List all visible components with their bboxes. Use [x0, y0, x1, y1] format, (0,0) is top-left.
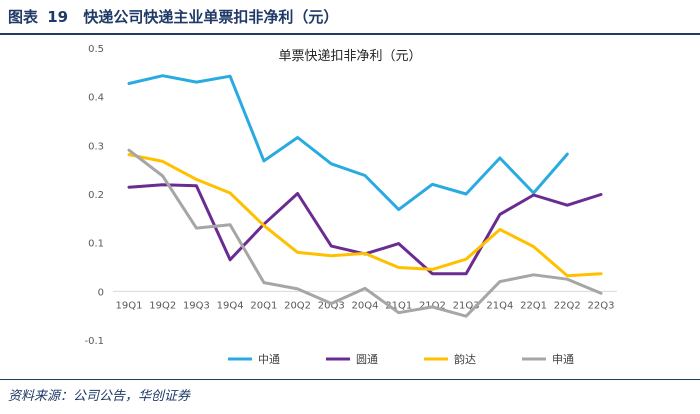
x-tick-label: 19Q2: [149, 300, 176, 311]
x-tick-label: 19Q4: [217, 300, 244, 311]
chart-title: 单票快递扣非净利（元）: [278, 49, 421, 64]
title-divider: [0, 33, 700, 35]
y-tick-label: -0.1: [84, 336, 104, 347]
y-axis: 0.5 0.4 0.3 0.2 0.1 0 -0.1: [84, 44, 104, 347]
x-tick-label: 20Q1: [250, 300, 277, 311]
series-line-3: [127, 153, 603, 278]
x-tick-label: 19Q3: [183, 300, 210, 311]
x-tick-label: 21Q3: [453, 300, 480, 311]
figure-label: 图表: [8, 8, 39, 26]
line-chart: 单票快递扣非净利（元） 0.5 0.4 0.3 0.2 0.1 0 -0.1 19Q1 19Q…: [84, 44, 617, 366]
legend-label: 中通: [258, 353, 280, 366]
source-divider: [0, 379, 700, 380]
legend: 中通 圆通 韵达 申通: [228, 352, 574, 366]
legend-label: 申通: [552, 353, 574, 366]
x-tick-label: 20Q4: [352, 300, 379, 311]
x-tick-label: 22Q1: [520, 300, 547, 311]
x-tick-label: 20Q3: [318, 300, 345, 311]
figure-caption: 快递公司快递主业单票扣非净利（元）: [83, 8, 339, 26]
y-tick-label: 0: [98, 287, 104, 298]
x-tick-label: 20Q2: [284, 300, 311, 311]
legend-label: 圆通: [356, 353, 378, 366]
x-tick-label: 21Q4: [486, 300, 513, 311]
figure-title: 图表 19 快递公司快递主业单票扣非净利（元）: [8, 6, 338, 27]
x-tick-label: 22Q3: [588, 300, 615, 311]
y-tick-label: 0.3: [88, 141, 104, 152]
x-axis-labels: 19Q1 19Q2 19Q3 19Q4 20Q1 20Q2 20Q3 20Q4 21Q1 21Q2…: [116, 300, 615, 311]
series-line-4: [127, 148, 603, 318]
y-tick-label: 0.1: [88, 239, 104, 250]
y-tick-label: 0.2: [88, 190, 104, 201]
series-line-2: [127, 183, 603, 276]
x-tick-label: 22Q2: [554, 300, 581, 311]
series-line-1: [127, 74, 569, 212]
x-tick-label: 19Q1: [116, 300, 143, 311]
y-tick-label: 0.5: [88, 44, 104, 55]
series-layer: [127, 74, 603, 318]
source-note: 资料来源：公司公告，华创证券: [8, 389, 191, 404]
x-tick-label: 21Q1: [385, 300, 412, 311]
legend-label: 韵达: [454, 352, 476, 366]
figure-number: 19: [47, 8, 69, 26]
y-tick-label: 0.4: [88, 93, 104, 104]
